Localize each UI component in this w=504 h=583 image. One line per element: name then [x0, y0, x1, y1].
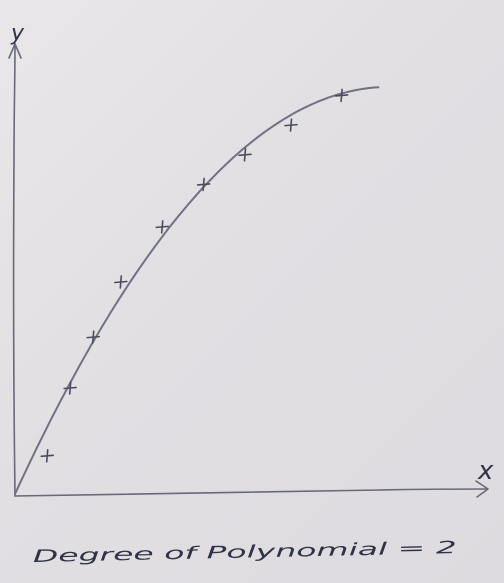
- data-point-stroke-v: [119, 275, 123, 289]
- x-axis-line: [14, 488, 487, 497]
- data-point-stroke-v: [68, 381, 72, 395]
- y-axis-label: y: [10, 21, 25, 46]
- data-point-stroke-v: [289, 118, 293, 132]
- data-points: [40, 88, 349, 463]
- data-point-2: [63, 381, 77, 395]
- caption: Degree of Polynomial = 2: [33, 538, 457, 567]
- data-point-9: [334, 88, 349, 103]
- x-axis-arrow: [475, 480, 489, 498]
- data-point-3: [86, 330, 100, 344]
- data-point-stroke-v: [160, 220, 164, 234]
- data-point-stroke-v: [45, 449, 49, 463]
- x-axis-label: x: [477, 456, 494, 486]
- data-point-8: [284, 118, 298, 132]
- y-axis-line: [12, 43, 16, 497]
- fit-curve: [14, 86, 380, 495]
- data-point-6: [196, 177, 211, 192]
- data-point-7: [238, 148, 252, 162]
- data-point-4: [114, 275, 128, 289]
- axes: [8, 43, 489, 498]
- data-point-stroke-v: [340, 88, 343, 103]
- data-point-5: [155, 220, 169, 234]
- data-point-1: [40, 449, 55, 463]
- data-point-stroke-v: [243, 148, 247, 162]
- data-point-stroke-v: [91, 330, 95, 344]
- y-axis-arrow: [8, 43, 22, 59]
- data-point-stroke-v: [202, 177, 205, 192]
